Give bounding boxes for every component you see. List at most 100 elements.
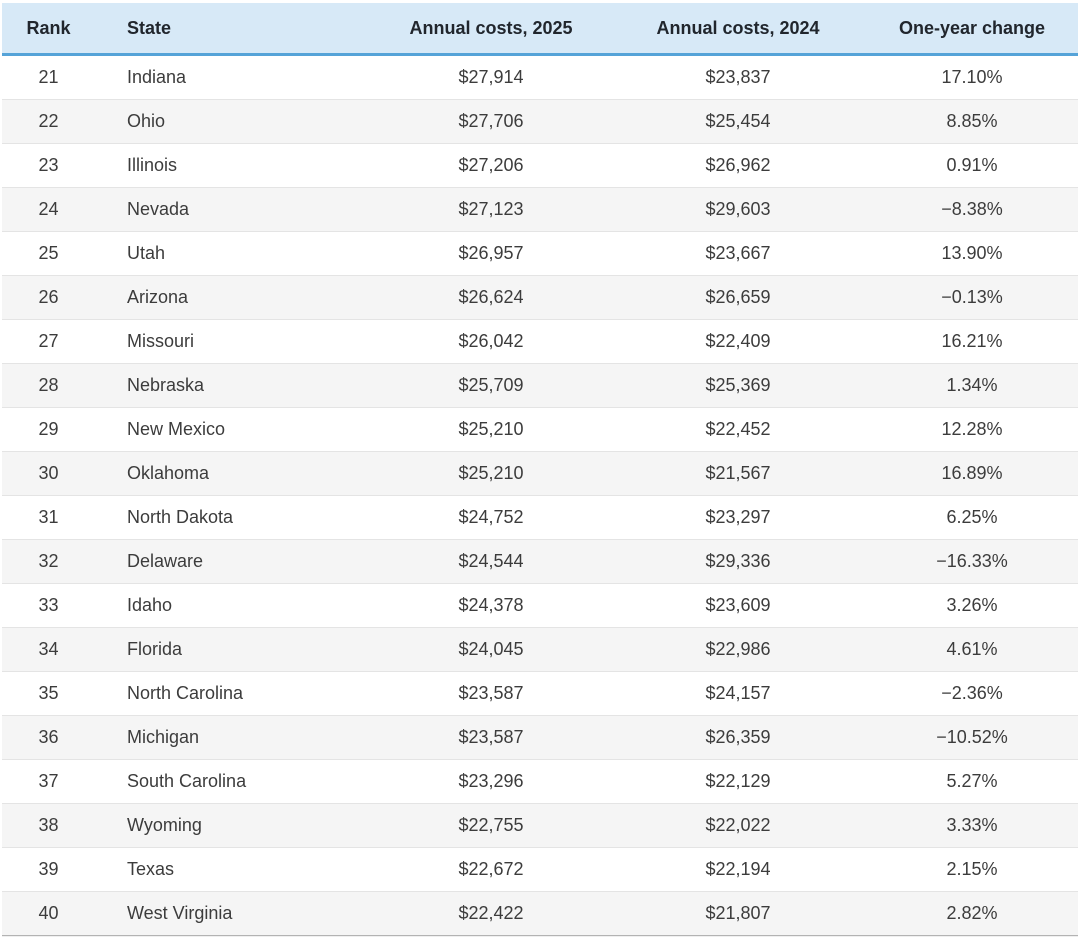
column-header-state: State bbox=[95, 3, 372, 56]
rank-cell: 37 bbox=[2, 759, 95, 804]
annual-costs-2025-cell: $24,544 bbox=[372, 539, 610, 584]
table-row: 31 North Dakota $24,752 $23,297 6.25% bbox=[2, 495, 1078, 540]
one-year-change-cell: −2.36% bbox=[866, 671, 1078, 716]
annual-costs-2025-cell: $24,378 bbox=[372, 583, 610, 628]
table-row: 40 West Virginia $22,422 $21,807 2.82% bbox=[2, 891, 1078, 935]
rank-cell: 28 bbox=[2, 363, 95, 408]
annual-costs-2025-cell: $25,709 bbox=[372, 363, 610, 408]
one-year-change-cell: 1.34% bbox=[866, 363, 1078, 408]
annual-costs-2024-cell: $23,609 bbox=[610, 583, 866, 628]
annual-costs-2024-cell: $22,986 bbox=[610, 627, 866, 672]
table-row: 37 South Carolina $23,296 $22,129 5.27% bbox=[2, 759, 1078, 804]
rank-cell: 30 bbox=[2, 451, 95, 496]
rank-cell: 39 bbox=[2, 847, 95, 892]
table-row: 25 Utah $26,957 $23,667 13.90% bbox=[2, 231, 1078, 276]
state-cell: North Dakota bbox=[95, 495, 372, 540]
table-row: 39 Texas $22,672 $22,194 2.15% bbox=[2, 847, 1078, 892]
rank-cell: 34 bbox=[2, 627, 95, 672]
rank-cell: 25 bbox=[2, 231, 95, 276]
state-cell: Utah bbox=[95, 231, 372, 276]
rank-cell: 36 bbox=[2, 715, 95, 760]
table-row: 23 Illinois $27,206 $26,962 0.91% bbox=[2, 143, 1078, 188]
one-year-change-cell: −10.52% bbox=[866, 715, 1078, 760]
annual-costs-2025-cell: $22,672 bbox=[372, 847, 610, 892]
annual-costs-2025-cell: $25,210 bbox=[372, 407, 610, 452]
annual-costs-2025-cell: $27,706 bbox=[372, 99, 610, 144]
one-year-change-cell: 0.91% bbox=[866, 143, 1078, 188]
state-cell: Ohio bbox=[95, 99, 372, 144]
one-year-change-cell: −16.33% bbox=[866, 539, 1078, 584]
annual-costs-2025-cell: $24,752 bbox=[372, 495, 610, 540]
annual-costs-2025-cell: $27,206 bbox=[372, 143, 610, 188]
column-header-one-year-change: One-year change bbox=[866, 3, 1078, 56]
table-body: 21 Indiana $27,914 $23,837 17.10% 22 Ohi… bbox=[2, 54, 1078, 935]
annual-costs-2024-cell: $23,667 bbox=[610, 231, 866, 276]
annual-costs-2025-cell: $26,042 bbox=[372, 319, 610, 364]
table-row: 32 Delaware $24,544 $29,336 −16.33% bbox=[2, 539, 1078, 584]
rank-cell: 27 bbox=[2, 319, 95, 364]
annual-costs-2024-cell: $24,157 bbox=[610, 671, 866, 716]
annual-costs-2025-cell: $26,624 bbox=[372, 275, 610, 320]
table-row: 30 Oklahoma $25,210 $21,567 16.89% bbox=[2, 451, 1078, 496]
rank-cell: 22 bbox=[2, 99, 95, 144]
annual-costs-2025-cell: $27,123 bbox=[372, 187, 610, 232]
table-row: 21 Indiana $27,914 $23,837 17.10% bbox=[2, 54, 1078, 100]
annual-costs-2024-cell: $29,603 bbox=[610, 187, 866, 232]
annual-costs-2025-cell: $27,914 bbox=[458, 67, 524, 87]
annual-costs-2024-cell: $22,194 bbox=[610, 847, 866, 892]
state-cell: Illinois bbox=[95, 143, 372, 188]
rank-cell: 29 bbox=[2, 407, 95, 452]
annual-costs-2025-cell: $22,422 bbox=[372, 891, 610, 935]
state-cell: Nebraska bbox=[95, 363, 372, 408]
annual-costs-2024-cell: $22,452 bbox=[610, 407, 866, 452]
column-header-annual-costs-2025: Annual costs, 2025 bbox=[372, 3, 610, 56]
table-header: Rank State Annual costs, 2025 Annual cos… bbox=[2, 3, 1078, 56]
table-row: 22 Ohio $27,706 $25,454 8.85% bbox=[2, 99, 1078, 144]
annual-costs-2025-cell: $23,587 bbox=[372, 671, 610, 716]
annual-costs-2024-cell: $22,129 bbox=[610, 759, 866, 804]
rank-cell: 40 bbox=[2, 891, 95, 935]
one-year-change-cell: 12.28% bbox=[866, 407, 1078, 452]
annual-costs-2024-cell: $25,454 bbox=[610, 99, 866, 144]
annual-costs-2025-cell: $22,755 bbox=[372, 803, 610, 848]
rank-cell: 35 bbox=[2, 671, 95, 716]
state-cell: Delaware bbox=[95, 539, 372, 584]
annual-costs-2025-cell: $23,296 bbox=[372, 759, 610, 804]
annual-costs-2024-cell: $29,336 bbox=[610, 539, 866, 584]
annual-costs-2024-cell: $22,022 bbox=[610, 803, 866, 848]
table-row: 24 Nevada $27,123 $29,603 −8.38% bbox=[2, 187, 1078, 232]
annual-costs-2024-cell: $26,962 bbox=[610, 143, 866, 188]
annual-costs-2025-cell: $26,957 bbox=[372, 231, 610, 276]
rank-cell: 32 bbox=[2, 539, 95, 584]
annual-costs-2024-cell: $21,807 bbox=[610, 891, 866, 935]
rank-cell: 38 bbox=[2, 803, 95, 848]
annual-costs-2025-cell: $24,045 bbox=[372, 627, 610, 672]
annual-costs-2025-cell: $23,587 bbox=[372, 715, 610, 760]
state-cell: Arizona bbox=[95, 275, 372, 320]
one-year-change-cell: 13.90% bbox=[866, 231, 1078, 276]
one-year-change-cell: −0.13% bbox=[866, 275, 1078, 320]
annual-costs-2024-cell: $25,369 bbox=[610, 363, 866, 408]
one-year-change-cell: 2.82% bbox=[866, 891, 1078, 935]
rank-cell: 23 bbox=[2, 143, 95, 188]
state-cell: Florida bbox=[95, 627, 372, 672]
rank-cell: 31 bbox=[2, 495, 95, 540]
one-year-change-cell: 4.61% bbox=[866, 627, 1078, 672]
annual-costs-2025-cell: $25,210 bbox=[372, 451, 610, 496]
table-row: 29 New Mexico $25,210 $22,452 12.28% bbox=[2, 407, 1078, 452]
one-year-change-cell: −8.38% bbox=[866, 187, 1078, 232]
table-row: 27 Missouri $26,042 $22,409 16.21% bbox=[2, 319, 1078, 364]
rank-cell: 33 bbox=[2, 583, 95, 628]
rank-cell: 24 bbox=[2, 187, 95, 232]
one-year-change-cell: 6.25% bbox=[866, 495, 1078, 540]
annual-costs-2024-cell: $23,837 bbox=[705, 67, 771, 87]
state-cell: Michigan bbox=[95, 715, 372, 760]
one-year-change-cell: 3.33% bbox=[866, 803, 1078, 848]
state-cell: Texas bbox=[95, 847, 372, 892]
state-cell: Wyoming bbox=[95, 803, 372, 848]
rank-cell: 26 bbox=[2, 275, 95, 320]
state-cell: North Carolina bbox=[95, 671, 372, 716]
state-cell: Oklahoma bbox=[95, 451, 372, 496]
annual-costs-2024-cell: $22,409 bbox=[610, 319, 866, 364]
one-year-change-cell: 17.10% bbox=[941, 67, 1003, 87]
